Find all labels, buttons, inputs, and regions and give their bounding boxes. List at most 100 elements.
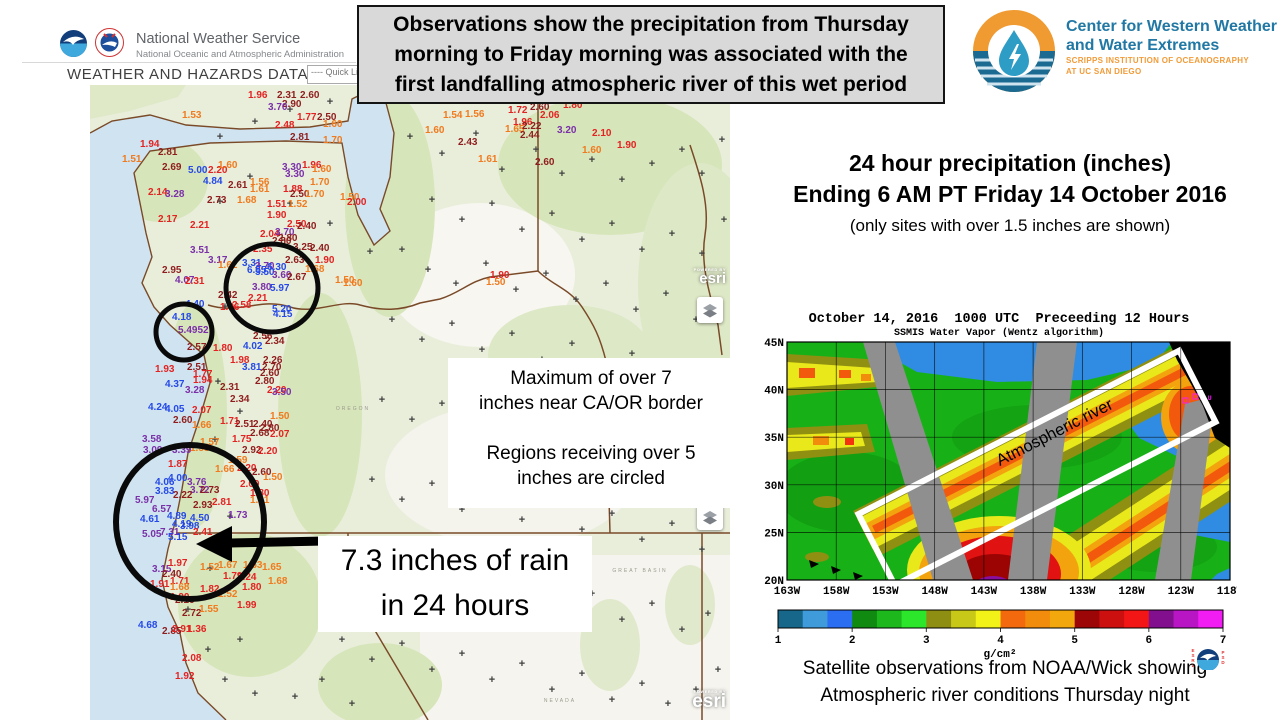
cw3e-name-line2: and Water Extremes — [1066, 37, 1220, 54]
svg-text:2.60: 2.60 — [260, 368, 280, 379]
esri-label: esri — [699, 270, 726, 287]
svg-text:1.52: 1.52 — [288, 199, 308, 210]
precip-title: 24 hour precipitation (inches) Ending 6 … — [745, 148, 1275, 210]
svg-text:6.57: 6.57 — [152, 504, 172, 515]
esri-watermark-small[interactable]: POWERED BY esri — [676, 268, 726, 287]
svg-text:+: + — [533, 144, 539, 156]
svg-text:E: E — [1191, 648, 1194, 653]
svg-text:+: + — [705, 608, 711, 620]
svg-text:+: + — [649, 598, 655, 610]
svg-text:+: + — [699, 168, 705, 180]
svg-text:4.61: 4.61 — [140, 514, 160, 525]
svg-text:5.97: 5.97 — [270, 283, 290, 294]
svg-text:2.09: 2.09 — [240, 479, 260, 490]
colorbar-unit: g/cm² — [983, 649, 1016, 661]
svg-text:1.90: 1.90 — [617, 140, 637, 151]
svg-text:4.89: 4.89 — [167, 511, 187, 522]
svg-text:+: + — [669, 228, 675, 240]
cw3e-sub-line1: SCRIPPS INSTITUTION OF OCEANOGRAPHY — [1066, 56, 1249, 65]
svg-text:2.60: 2.60 — [530, 102, 550, 113]
svg-text:+: + — [509, 328, 515, 340]
svg-text:1.93: 1.93 — [155, 364, 175, 375]
svg-text:2.08: 2.08 — [182, 653, 202, 664]
nws-logo-icon — [95, 28, 124, 62]
pointer-arrow — [196, 526, 326, 562]
svg-text:1.54: 1.54 — [443, 110, 463, 121]
esri-label: esri — [692, 691, 726, 712]
svg-text:5.97: 5.97 — [135, 495, 155, 506]
svg-text:1.96: 1.96 — [302, 160, 322, 171]
svg-text:3.60: 3.60 — [272, 270, 292, 281]
map-layers-button[interactable] — [697, 297, 723, 323]
nws-subtitle: National Oceanic and Atmospheric Adminis… — [136, 49, 345, 60]
svg-text:1.60: 1.60 — [312, 164, 332, 175]
svg-text:2.56: 2.56 — [253, 331, 273, 342]
svg-text:2.80: 2.80 — [278, 233, 298, 244]
svg-text:2.85: 2.85 — [162, 626, 182, 637]
svg-text:2.60: 2.60 — [173, 415, 193, 426]
svg-text:+: + — [519, 224, 525, 236]
svg-text:2.81: 2.81 — [290, 132, 310, 143]
svg-text:+: + — [549, 208, 555, 220]
svg-text:4.68: 4.68 — [138, 620, 158, 631]
svg-text:1: 1 — [775, 635, 782, 647]
svg-text:45N: 45N — [764, 338, 784, 350]
svg-text:+: + — [603, 278, 609, 290]
svg-text:3.72: 3.72 — [190, 485, 210, 496]
svg-text:1.96: 1.96 — [248, 90, 268, 101]
svg-text:+: + — [619, 614, 625, 626]
svg-text:3.70: 3.70 — [275, 227, 295, 238]
svg-text:2.04: 2.04 — [260, 229, 280, 240]
svg-text:+: + — [369, 474, 375, 486]
svg-text:3.76: 3.76 — [187, 477, 207, 488]
svg-text:+: + — [609, 694, 615, 706]
svg-text:3.39: 3.39 — [172, 445, 192, 456]
svg-text:2.14: 2.14 — [148, 187, 168, 198]
map-layers-button[interactable] — [697, 504, 723, 530]
svg-text:1.80: 1.80 — [213, 343, 233, 354]
svg-text:+: + — [473, 128, 479, 140]
svg-text:2.91: 2.91 — [172, 624, 192, 635]
svg-text:6.30: 6.30 — [267, 262, 287, 273]
svg-text:2.50: 2.50 — [287, 219, 307, 230]
precip-title-line1: 24 hour precipitation (inches) — [848, 150, 1172, 176]
svg-text:4.06: 4.06 — [155, 477, 175, 488]
svg-text:1.88: 1.88 — [283, 184, 303, 195]
svg-text:1.52: 1.52 — [200, 562, 220, 573]
svg-text:1.79: 1.79 — [223, 571, 243, 582]
svg-text:R: R — [1191, 658, 1195, 663]
svg-text:+: + — [665, 698, 671, 710]
esri-watermark-large[interactable]: POWERED BY esri — [668, 690, 726, 712]
svg-text:+: + — [499, 164, 505, 176]
svg-text:+: + — [247, 171, 253, 183]
svg-text:+: + — [519, 658, 525, 670]
svg-text:1.98: 1.98 — [230, 355, 250, 366]
svg-text:1.67: 1.67 — [218, 560, 238, 571]
svg-text:4.50: 4.50 — [190, 513, 210, 524]
precip-title-line2: Ending 6 AM PT Friday 14 October 2016 — [793, 181, 1227, 207]
svg-text:+: + — [609, 218, 615, 230]
svg-text:1.68: 1.68 — [237, 195, 257, 206]
svg-text:+: + — [287, 104, 293, 116]
svg-text:2.40: 2.40 — [162, 569, 182, 580]
noaa-psd-logo-icon — [1197, 649, 1219, 671]
svg-text:2.40: 2.40 — [297, 221, 317, 232]
svg-text:1.90: 1.90 — [267, 210, 287, 221]
svg-text:+: + — [639, 534, 645, 546]
svg-text:+: + — [367, 246, 373, 258]
svg-text:3.20: 3.20 — [557, 125, 577, 136]
svg-text:5.50: 5.50 — [255, 267, 275, 278]
svg-text:1.91: 1.91 — [150, 579, 170, 590]
svg-text:+: + — [639, 678, 645, 690]
svg-text:3.83: 3.83 — [155, 486, 175, 497]
svg-text:+: + — [252, 688, 258, 700]
svg-text:+: + — [399, 638, 405, 650]
svg-text:2.90: 2.90 — [282, 99, 302, 110]
svg-text:+: + — [399, 494, 405, 506]
svg-text:3.31: 3.31 — [242, 258, 262, 269]
svg-text:2.95: 2.95 — [162, 265, 182, 276]
svg-text:1.50: 1.50 — [486, 277, 506, 288]
svg-text:1.68: 1.68 — [268, 576, 288, 587]
svg-text:+: + — [212, 434, 218, 446]
